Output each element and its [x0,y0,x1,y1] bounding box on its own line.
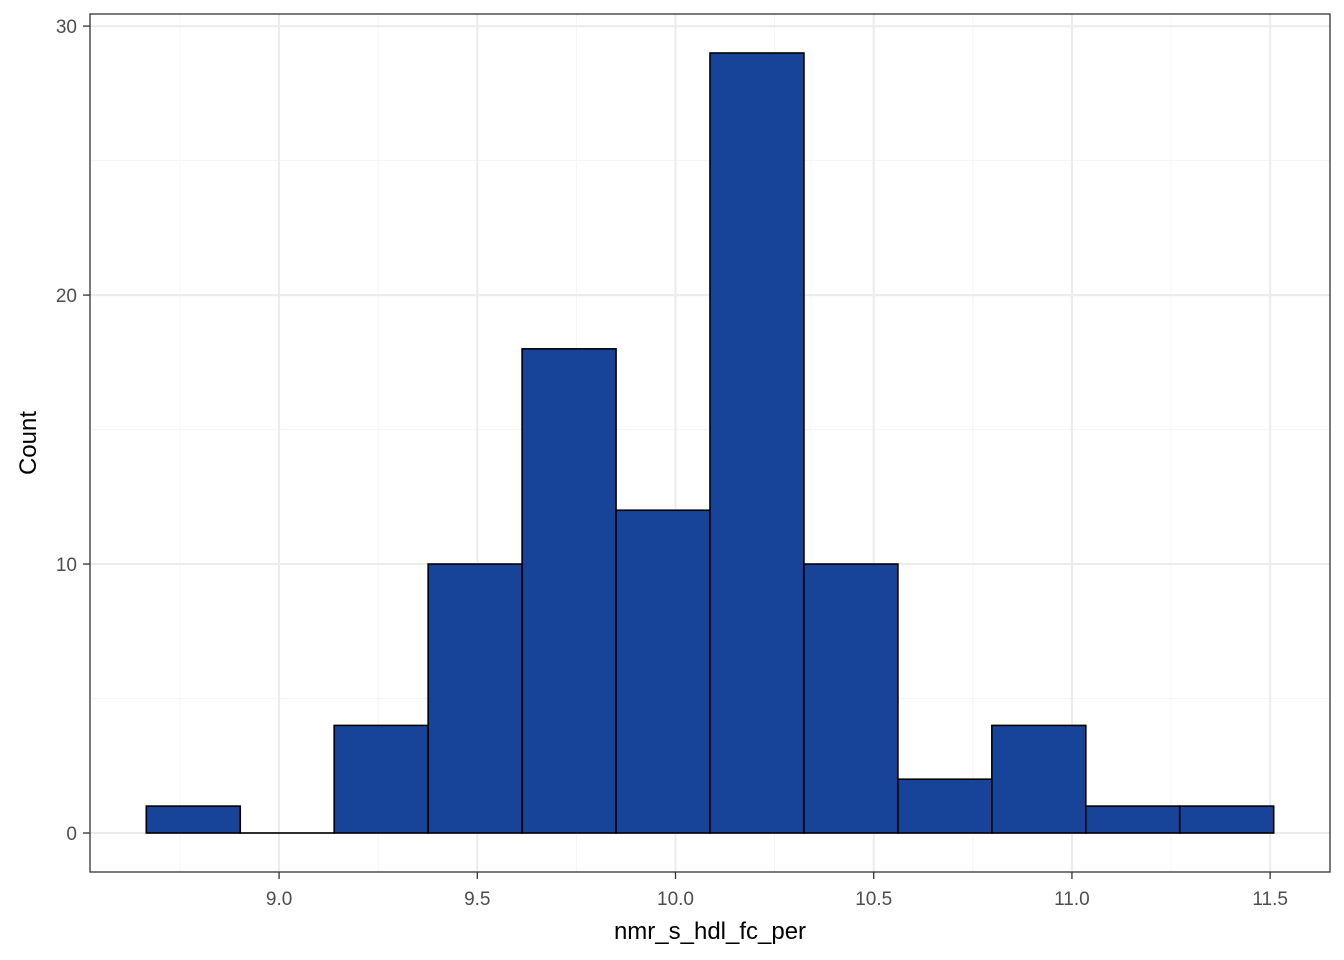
y-tick-label-1: 10 [56,555,77,576]
histogram-bar-7 [803,563,899,834]
y-tick-label-2: 20 [56,286,77,307]
histogram-bar-2 [333,724,429,834]
histogram-bar-10 [1085,805,1181,834]
x-tick-label-5: 11.5 [1252,889,1288,910]
histogram-bars [145,52,1275,834]
histogram-bar-6 [709,52,805,834]
y-axis: 0 10 20 30 [56,17,90,845]
x-tick-label-0: 9.0 [266,889,292,910]
y-tick-label-3: 30 [56,17,77,38]
histogram-bar-5 [615,509,711,834]
x-tick-label-3: 10.5 [855,889,892,910]
x-tick-label-4: 11.0 [1054,889,1090,910]
y-tick-label-0: 0 [66,824,77,845]
histogram-bar-4 [521,348,617,834]
x-axis-title: nmr_s_hdl_fc_per [614,918,806,945]
y-axis-title: Count [15,411,42,475]
panel-border [89,13,1331,873]
histogram-bar-11 [1178,805,1275,834]
x-tick-label-2: 10.0 [657,889,694,910]
x-axis: 9.0 9.5 10.0 10.5 11.0 11.5 [266,872,1288,910]
histogram-bar-3 [427,563,523,834]
x-tick-label-1: 9.5 [464,889,490,910]
histogram-bar-0 [145,805,242,834]
histogram-bar-8 [897,778,993,834]
histogram-bar-9 [991,724,1087,834]
